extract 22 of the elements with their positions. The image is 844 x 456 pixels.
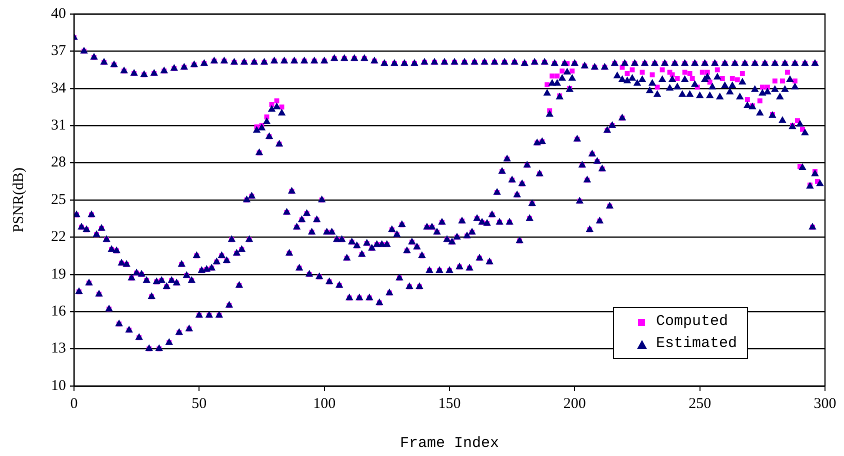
y-tick-label: 28 — [51, 154, 66, 171]
y-tick-label: 10 — [51, 378, 66, 394]
x-tick-label: 250 — [688, 396, 712, 412]
y-tick-label: 31 — [51, 118, 66, 134]
y-tick-label: 13 — [51, 340, 66, 357]
x-tick-label: 300 — [814, 396, 836, 412]
x-tick-label: 0 — [70, 396, 78, 412]
y-tick-label: 19 — [51, 266, 66, 282]
y-axis-title: PSNR(dB) — [10, 167, 27, 233]
y-tick-label: 16 — [51, 304, 66, 320]
legend-label: Estimated — [656, 334, 737, 354]
x-tick-label: 150 — [438, 396, 461, 412]
y-tick-label: 22 — [51, 229, 66, 246]
y-tick-label: 34 — [51, 80, 66, 96]
y-tick-label: 37 — [51, 43, 66, 60]
x-axis-title: Frame Index — [400, 434, 500, 452]
x-tick-label: 50 — [192, 396, 207, 412]
x-tick-label: 200 — [563, 396, 586, 412]
y-tick-label: 25 — [51, 192, 66, 208]
y-tick-label: 40 — [51, 6, 66, 22]
legend-label: Computed — [656, 312, 728, 332]
x-tick-label: 100 — [313, 396, 336, 412]
